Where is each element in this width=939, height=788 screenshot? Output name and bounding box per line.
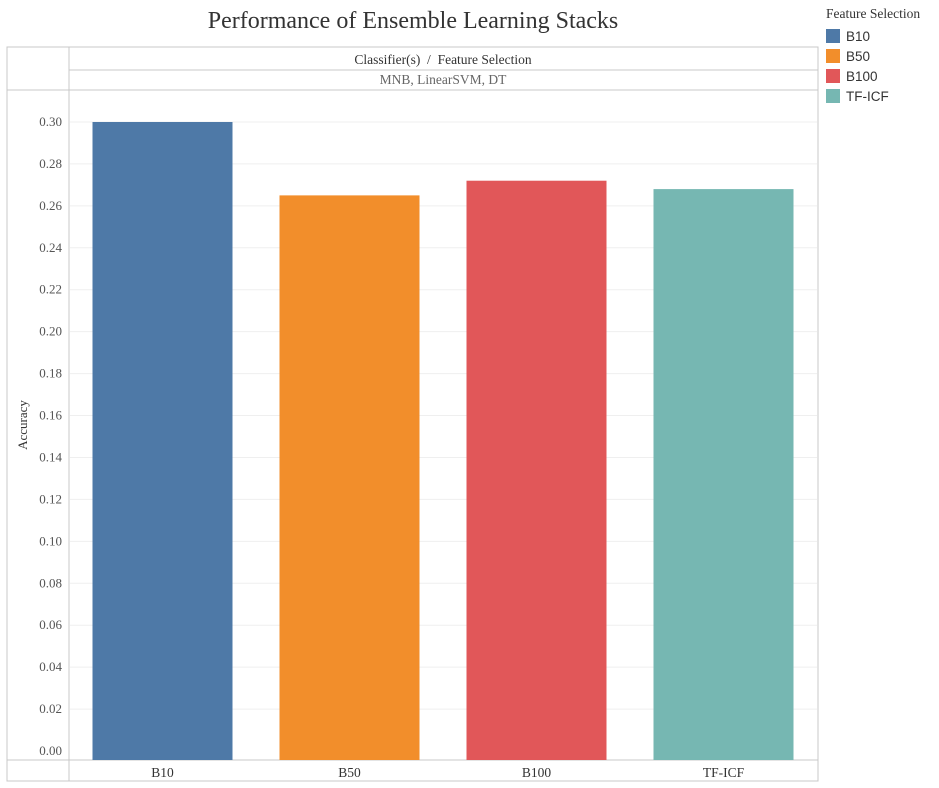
y-tick-label: 0.20 (39, 324, 62, 339)
legend-item: TF-ICF (826, 86, 939, 106)
x-tick-label: B50 (338, 765, 361, 780)
y-tick-label: 0.02 (39, 701, 62, 716)
header-label: Classifier(s) / Feature Selection (354, 52, 532, 67)
x-axis-ticks: B10 B50 B100 TF-ICF (151, 765, 744, 780)
legend-swatch (826, 49, 840, 63)
y-tick-label: 0.18 (39, 366, 62, 381)
legend: Feature Selection B10 B50 B100 TF-ICF (826, 6, 939, 106)
legend-label: TF-ICF (846, 88, 889, 104)
bar-b10 (92, 122, 233, 760)
legend-title: Feature Selection (826, 6, 921, 21)
y-tick-label: 0.04 (39, 659, 62, 674)
y-tick-label: 0.00 (39, 743, 62, 758)
legend-item: B10 (826, 26, 939, 46)
panel-label: MNB, LinearSVM, DT (380, 72, 507, 87)
y-tick-label: 0.28 (39, 156, 62, 171)
legend-items: B10 B50 B100 TF-ICF (826, 26, 939, 106)
y-tick-label: 0.06 (39, 617, 62, 632)
y-tick-label: 0.26 (39, 198, 62, 213)
bar-tf-icf (653, 189, 794, 761)
outer-border (6, 46, 819, 782)
x-tick-label: B100 (522, 765, 552, 780)
x-tick-label: B10 (151, 765, 174, 780)
legend-swatch (826, 89, 840, 103)
chart-frame (6, 46, 819, 782)
y-tick-label: 0.10 (39, 533, 62, 548)
chart-title: Performance of Ensemble Learning Stacks (207, 8, 619, 34)
legend-swatch (826, 29, 840, 43)
x-tick-label: TF-ICF (703, 765, 745, 780)
y-axis-ticks: 0.00 0.02 0.04 0.06 0.08 0.10 0.12 0.14 0.16 0.18… (39, 114, 62, 758)
y-axis-label: Accuracy (15, 400, 30, 450)
legend-item: B100 (826, 66, 939, 86)
legend-label: B10 (846, 28, 871, 44)
legend-item: B50 (826, 46, 939, 66)
bars (92, 122, 794, 761)
y-tick-label: 0.12 (39, 491, 62, 506)
y-tick-label: 0.22 (39, 282, 62, 297)
y-tick-label: 0.24 (39, 240, 62, 255)
y-tick-label: 0.08 (39, 575, 62, 590)
y-tick-label: 0.14 (39, 449, 62, 464)
legend-label: B100 (846, 68, 878, 84)
y-tick-label: 0.30 (39, 114, 62, 129)
bar-b50 (279, 195, 420, 761)
legend-swatch (826, 69, 840, 83)
bar-b100 (466, 180, 607, 760)
legend-label: B50 (846, 48, 871, 64)
y-tick-label: 0.16 (39, 408, 62, 423)
